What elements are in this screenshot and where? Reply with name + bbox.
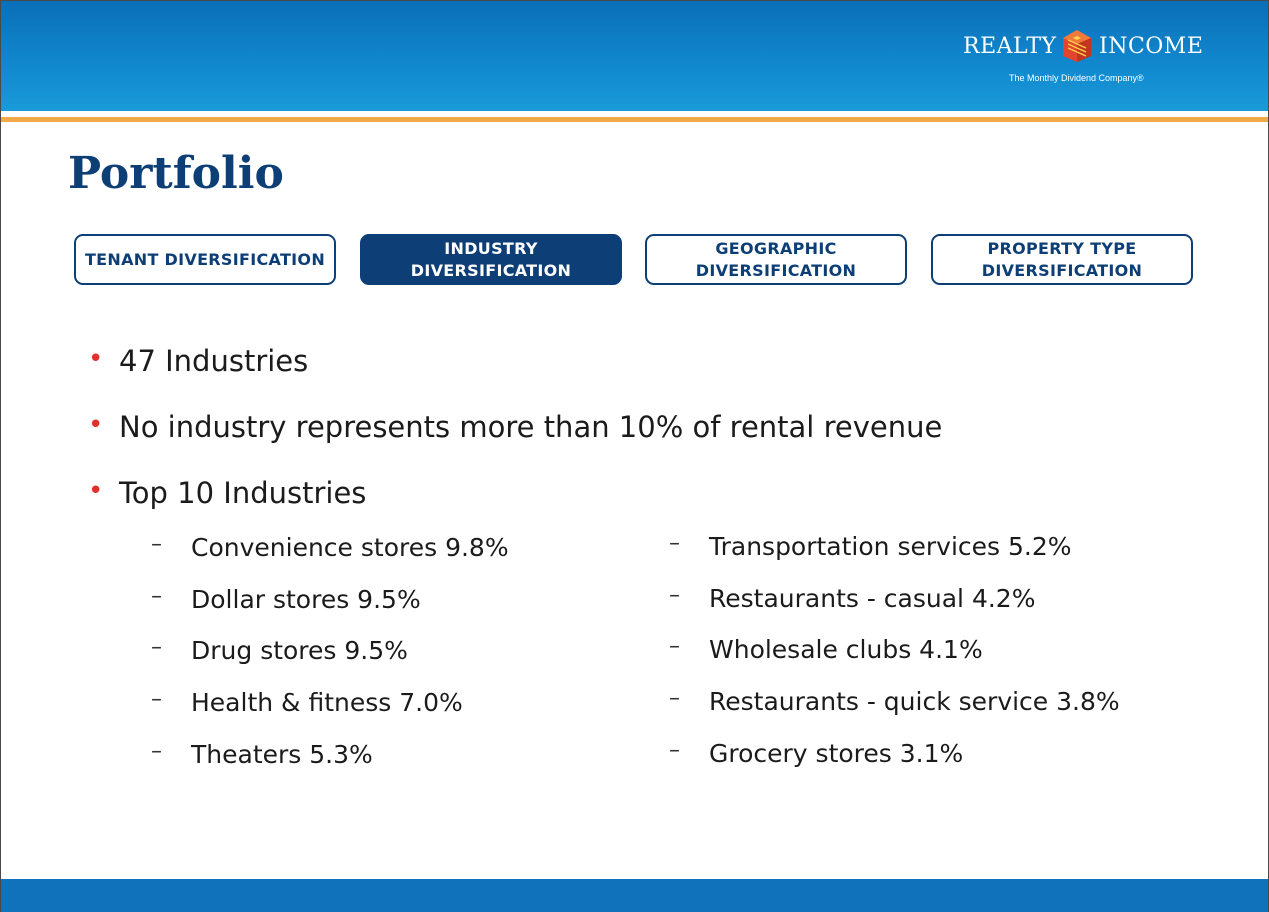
industry-text: Grocery stores 3.1% bbox=[709, 739, 964, 768]
header-divider bbox=[1, 111, 1268, 117]
tab-label-line-1: GEOGRAPHIC bbox=[715, 238, 837, 258]
bullet-marker: • bbox=[88, 476, 104, 506]
tab-label-line-2: DIVERSIFICATION bbox=[695, 260, 857, 280]
realty-income-mark-icon bbox=[1063, 30, 1091, 62]
industry-text: Dollar stores 9.5% bbox=[191, 585, 421, 614]
logo-word-right: INCOME bbox=[1099, 34, 1204, 59]
tab-label-line-2: DIVERSIFICATION bbox=[410, 260, 572, 280]
tab-label-line-1: PROPERTY TYPE bbox=[987, 238, 1137, 258]
dash-marker: – bbox=[669, 583, 680, 608]
industry-text: Drug stores 9.5% bbox=[191, 636, 408, 665]
logo-word-left: REALTY bbox=[963, 34, 1057, 59]
tab-label: TENANT DIVERSIFICATION bbox=[84, 249, 326, 269]
tab-label-line-2: DIVERSIFICATION bbox=[981, 260, 1143, 280]
dash-marker: – bbox=[669, 634, 680, 659]
tab-label-line-1: INDUSTRY bbox=[444, 238, 538, 258]
industry-text: Restaurants - casual 4.2% bbox=[709, 584, 1036, 613]
tab-geographic-diversification[interactable]: GEOGRAPHIC DIVERSIFICATION bbox=[645, 234, 907, 285]
accent-rule bbox=[1, 117, 1268, 122]
dash-marker: – bbox=[669, 531, 680, 556]
bullet-marker: • bbox=[88, 410, 104, 440]
dash-marker: – bbox=[151, 739, 162, 764]
tab-tenant-diversification[interactable]: TENANT DIVERSIFICATION bbox=[74, 234, 336, 285]
dash-marker: – bbox=[151, 687, 162, 712]
tab-property-type-diversification[interactable]: PROPERTY TYPE DIVERSIFICATION bbox=[931, 234, 1193, 285]
realty-income-logo: REALTY INCOME The Monthly Dividend Compa… bbox=[961, 28, 1204, 88]
dash-marker: – bbox=[151, 584, 162, 609]
dash-marker: – bbox=[151, 532, 162, 557]
industry-text: Transportation services 5.2% bbox=[709, 532, 1072, 561]
dash-marker: – bbox=[669, 738, 680, 763]
logo-tagline: The Monthly Dividend Company® bbox=[1009, 73, 1144, 83]
tab-industry-diversification[interactable]: INDUSTRY DIVERSIFICATION bbox=[360, 234, 622, 285]
header-bar bbox=[1, 1, 1268, 111]
industry-text: Theaters 5.3% bbox=[191, 740, 373, 769]
industry-text: Convenience stores 9.8% bbox=[191, 533, 509, 562]
industry-text: Health & fitness 7.0% bbox=[191, 688, 463, 717]
industry-text: Wholesale clubs 4.1% bbox=[709, 635, 983, 664]
bullet-text: Top 10 Industries bbox=[119, 476, 367, 510]
dash-marker: – bbox=[669, 686, 680, 711]
bullet-text: No industry represents more than 10% of … bbox=[119, 410, 943, 444]
dash-marker: – bbox=[151, 635, 162, 660]
page-title: Portfolio bbox=[68, 148, 284, 199]
industry-text: Restaurants - quick service 3.8% bbox=[709, 687, 1120, 716]
footer-bar bbox=[1, 879, 1268, 912]
bullet-text: 47 Industries bbox=[119, 344, 309, 378]
bullet-marker: • bbox=[88, 344, 104, 374]
